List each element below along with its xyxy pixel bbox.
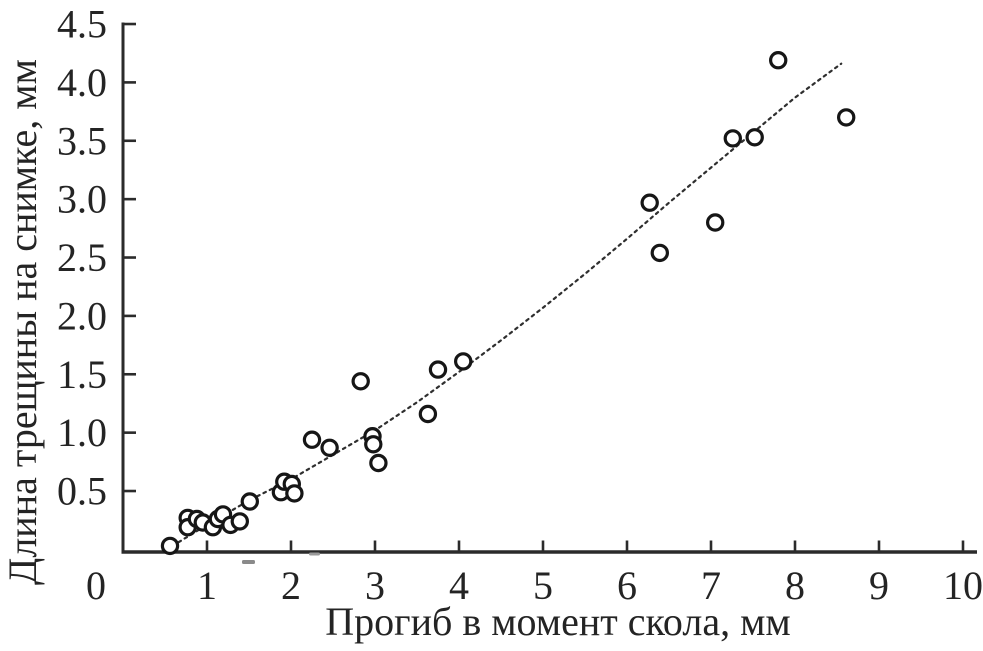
data-point	[428, 360, 448, 379]
y-tick-label: 4.5	[57, 2, 107, 47]
data-point	[285, 484, 304, 503]
y-tick-label: 2.0	[57, 293, 107, 338]
y-tick-label: 4.0	[57, 60, 107, 105]
data-point	[320, 438, 339, 457]
y-tick-label: 1.5	[57, 352, 107, 397]
stray-mark	[309, 552, 320, 556]
data-point	[160, 536, 180, 556]
data-point	[640, 193, 659, 212]
x-tick-label: 7	[701, 563, 721, 608]
y-tick-label: 1.0	[57, 410, 107, 455]
x-tick-label: 3	[365, 563, 385, 608]
y-tick-label: 0.5	[57, 469, 107, 514]
y-tick-label: 3.0	[57, 177, 107, 222]
x-tick-label: 1	[197, 563, 217, 608]
data-point	[418, 404, 438, 424]
data-point	[240, 492, 259, 511]
data-point	[837, 108, 856, 127]
x-tick-label: 4	[449, 563, 469, 608]
data-point	[230, 512, 249, 531]
x-tick-label: 5	[533, 563, 553, 608]
data-point	[454, 352, 473, 371]
x-tick-label: 2	[281, 563, 301, 608]
y-axis-title: Длина трещины на снимке, мм	[0, 59, 45, 585]
data-point	[745, 128, 764, 147]
data-point	[769, 51, 788, 70]
x-tick-label: 9	[869, 563, 889, 608]
data-point	[364, 435, 383, 454]
x-tick-label: 10	[943, 563, 983, 608]
y-tick-label: 3.5	[57, 118, 107, 163]
data-point	[723, 129, 743, 148]
x-axis-title: Прогиб в момент скола, мм	[325, 599, 791, 644]
y-tick-label: 2.5	[57, 235, 107, 280]
data-point	[706, 213, 725, 232]
data-point	[650, 243, 670, 263]
data-point	[351, 372, 370, 391]
x-tick-label: 0	[86, 563, 106, 608]
data-point	[302, 430, 322, 449]
stray-mark	[242, 560, 255, 564]
data-point	[369, 453, 388, 473]
x-tick-label: 8	[785, 563, 805, 608]
x-tick-label: 6	[617, 563, 637, 608]
